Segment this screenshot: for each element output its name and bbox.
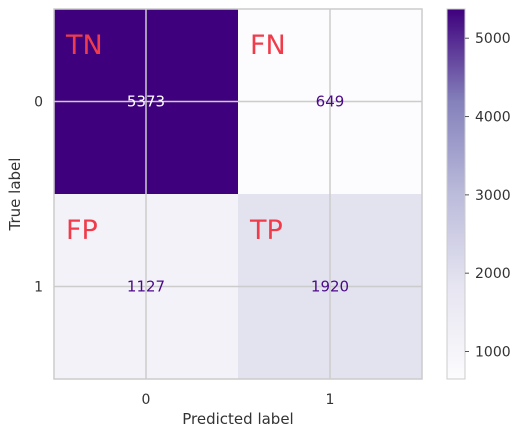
matrix-cells bbox=[54, 9, 422, 379]
y-axis-label: True label bbox=[6, 158, 24, 232]
quadrant-labels: TN FN FP TP bbox=[65, 30, 286, 246]
cell-values: 5373 649 1127 1920 bbox=[127, 93, 349, 296]
quadrant-label: FN bbox=[250, 30, 286, 61]
colorbar-ticks: 1000 2000 3000 4000 5000 bbox=[465, 31, 511, 361]
y-axis-ticks: 01 bbox=[34, 95, 43, 296]
colorbar-tick-label: 3000 bbox=[475, 188, 511, 204]
colorbar-tick-label: 5000 bbox=[475, 31, 511, 47]
y-tick-label: 1 bbox=[34, 280, 43, 296]
quadrant-label: TP bbox=[249, 215, 283, 246]
colorbar bbox=[446, 8, 466, 380]
cell-value: 1920 bbox=[311, 278, 349, 296]
plot-frame bbox=[53, 8, 423, 380]
colorbar-tick-label: 2000 bbox=[475, 266, 511, 282]
cell-value: 649 bbox=[316, 93, 345, 111]
cell-value: 1127 bbox=[127, 278, 165, 296]
x-tick-label: 0 bbox=[142, 392, 151, 408]
x-axis-label: Predicted label bbox=[182, 410, 293, 428]
quadrant-label: TN bbox=[65, 30, 103, 61]
colorbar-tick-label: 4000 bbox=[475, 110, 511, 126]
x-tick-label: 1 bbox=[326, 392, 335, 408]
quadrant-label: FP bbox=[66, 215, 98, 246]
gridlines bbox=[54, 9, 422, 379]
y-tick-label: 0 bbox=[34, 95, 43, 111]
cell-value: 5373 bbox=[127, 93, 165, 111]
colorbar-tick-label: 1000 bbox=[475, 345, 511, 361]
